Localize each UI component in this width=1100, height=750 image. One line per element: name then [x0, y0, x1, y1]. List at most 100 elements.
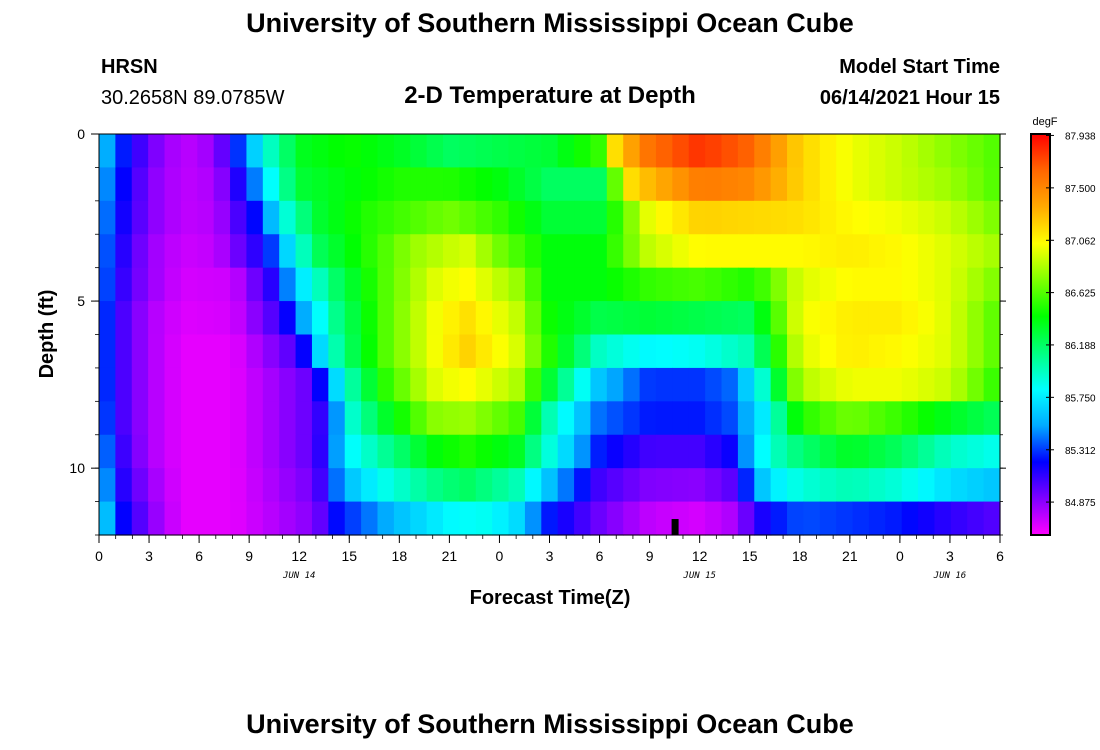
heatmap-cell: [918, 434, 936, 469]
heatmap-cell: [393, 334, 411, 369]
heatmap-cell: [541, 234, 559, 269]
heatmap-cell: [541, 434, 559, 469]
heatmap-cell: [295, 501, 313, 536]
heatmap-cell: [868, 200, 886, 235]
heatmap-cell: [770, 367, 788, 402]
heatmap-cell: [230, 468, 248, 503]
heatmap-cell: [950, 134, 968, 169]
heatmap-cell: [639, 468, 657, 503]
x-tick-label: 6: [996, 548, 1004, 564]
heatmap-cell: [836, 234, 854, 269]
heatmap-cell: [164, 167, 182, 202]
heatmap-cell: [213, 468, 231, 503]
heatmap-cell: [524, 434, 542, 469]
heatmap-cell: [311, 301, 329, 336]
heatmap-cell: [803, 501, 821, 536]
heatmap-cell: [852, 134, 870, 169]
heatmap-cell: [639, 367, 657, 402]
heatmap-cell: [393, 134, 411, 169]
heatmap-cell: [541, 167, 559, 202]
heatmap-cell: [148, 267, 166, 302]
heatmap-cell: [787, 134, 805, 169]
heatmap-cell: [246, 200, 264, 235]
heatmap-cell: [180, 234, 198, 269]
heatmap-cell: [950, 501, 968, 536]
heatmap-cell: [246, 301, 264, 336]
heatmap-cell: [852, 468, 870, 503]
heatmap-cell: [148, 401, 166, 436]
heatmap-cell: [803, 267, 821, 302]
heatmap-cell: [344, 468, 362, 503]
heatmap-cell: [819, 267, 837, 302]
heatmap-cell: [115, 434, 133, 469]
heatmap-cell: [885, 234, 903, 269]
heatmap-cell: [639, 401, 657, 436]
heatmap-cell: [459, 434, 477, 469]
heatmap-cell: [164, 468, 182, 503]
colorbar-tick-label: 85.750: [1065, 393, 1096, 404]
heatmap-cell: [934, 267, 952, 302]
heatmap-cell: [328, 167, 346, 202]
heatmap-cell: [803, 167, 821, 202]
colorbar-tick-label: 86.188: [1065, 341, 1096, 352]
heatmap-cell: [99, 401, 116, 436]
heatmap-cell: [836, 301, 854, 336]
heatmap-cell: [459, 334, 477, 369]
heatmap-cell: [262, 134, 280, 169]
heatmap-cell: [131, 401, 149, 436]
heatmap-cell: [737, 367, 755, 402]
heatmap-cell: [328, 200, 346, 235]
heatmap-cell: [279, 167, 297, 202]
heatmap-cell: [754, 301, 772, 336]
heatmap-cell: [934, 167, 952, 202]
heatmap-cell: [328, 334, 346, 369]
heatmap-cell: [148, 134, 166, 169]
heatmap-cell: [983, 401, 1001, 436]
heatmap-cell: [852, 501, 870, 536]
heatmap-cell: [262, 301, 280, 336]
heatmap-cell: [131, 334, 149, 369]
y-tick-label: 5: [77, 293, 85, 309]
heatmap-cell: [705, 134, 723, 169]
heatmap-cell: [246, 367, 264, 402]
heatmap-cell: [230, 334, 248, 369]
heatmap-cell: [148, 234, 166, 269]
heatmap-cell: [688, 501, 706, 536]
colorbar-tick-label: 87.938: [1065, 131, 1096, 142]
heatmap-cell: [754, 234, 772, 269]
heatmap-cell: [164, 234, 182, 269]
heatmap-cell: [99, 301, 116, 336]
heatmap-cell: [148, 167, 166, 202]
heatmap-cell: [311, 334, 329, 369]
heatmap-cell: [737, 468, 755, 503]
heatmap-cell: [901, 434, 919, 469]
heatmap-cell: [213, 267, 231, 302]
heatmap-cell: [99, 367, 116, 402]
heatmap-cell: [934, 501, 952, 536]
heatmap-cell: [426, 134, 444, 169]
x-tick-label: 0: [95, 548, 103, 564]
heatmap-cell: [246, 501, 264, 536]
heatmap-cell: [443, 200, 460, 235]
heatmap-cell: [475, 401, 493, 436]
heatmap-cell: [443, 234, 460, 269]
heatmap-cell: [639, 134, 657, 169]
heatmap-cell: [590, 234, 608, 269]
heatmap-cell: [410, 167, 428, 202]
heatmap-cell: [180, 367, 198, 402]
heatmap-cell: [361, 134, 379, 169]
heatmap-cell: [443, 267, 460, 302]
heatmap-cell: [721, 468, 739, 503]
heatmap-cell: [115, 367, 133, 402]
heatmap-cell: [279, 301, 297, 336]
heatmap-cell: [377, 367, 395, 402]
heatmap-cell: [623, 334, 641, 369]
heatmap-cell: [918, 234, 936, 269]
heatmap-cell: [819, 134, 837, 169]
heatmap-cell: [410, 200, 428, 235]
heatmap-cell: [606, 134, 624, 169]
heatmap-cell: [524, 200, 542, 235]
heatmap-cell: [688, 234, 706, 269]
heatmap-cell: [197, 200, 215, 235]
heatmap-cell: [459, 200, 477, 235]
